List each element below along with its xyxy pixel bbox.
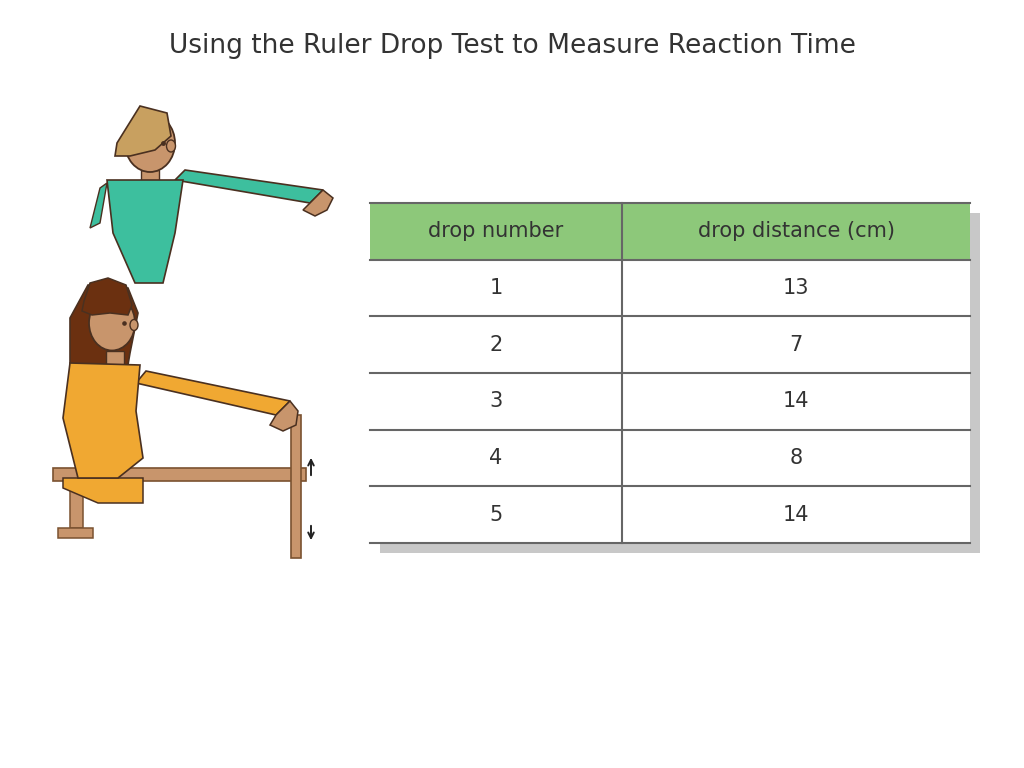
Ellipse shape [89,296,135,350]
Polygon shape [136,371,290,415]
Ellipse shape [130,319,138,330]
Polygon shape [175,170,323,203]
Text: 2: 2 [489,335,503,355]
Text: 14: 14 [782,392,809,412]
Text: 5: 5 [489,505,503,525]
Text: 13: 13 [782,278,809,298]
Polygon shape [53,468,306,481]
Polygon shape [106,351,124,368]
Polygon shape [70,481,83,528]
FancyBboxPatch shape [370,203,970,260]
Text: Using the Ruler Drop Test to Measure Reaction Time: Using the Ruler Drop Test to Measure Rea… [169,33,855,59]
Polygon shape [141,170,159,186]
Polygon shape [63,478,143,503]
Ellipse shape [125,114,175,172]
Text: 7: 7 [790,335,803,355]
Polygon shape [270,401,298,431]
Ellipse shape [167,140,175,152]
Text: 4: 4 [489,448,503,468]
Text: 1: 1 [489,278,503,298]
FancyBboxPatch shape [380,213,980,553]
Polygon shape [63,363,143,478]
Polygon shape [82,278,132,315]
Polygon shape [70,285,138,463]
Polygon shape [291,415,301,558]
FancyBboxPatch shape [370,203,970,543]
Text: 8: 8 [790,448,803,468]
Polygon shape [303,190,333,216]
Text: drop distance (cm): drop distance (cm) [697,221,895,241]
Polygon shape [90,183,106,228]
Text: 3: 3 [489,392,503,412]
Text: drop number: drop number [428,221,563,241]
Polygon shape [58,528,93,538]
Polygon shape [115,106,171,156]
Text: 14: 14 [782,505,809,525]
Polygon shape [106,180,183,283]
